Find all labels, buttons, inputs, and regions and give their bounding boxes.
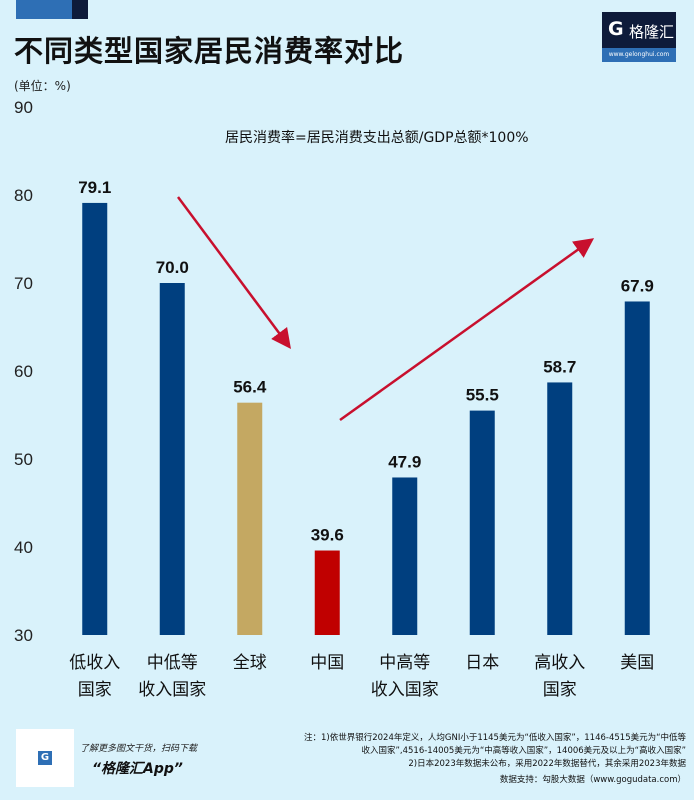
y-tick-label: 90	[14, 98, 33, 117]
y-tick-label: 80	[14, 186, 33, 205]
bar	[237, 402, 263, 635]
bar	[624, 301, 650, 635]
formula: 居民消费率=居民消费支出总额/GDP总额*100%	[225, 130, 529, 146]
promo-text: 了解更多图文干货，扫码下载	[80, 744, 198, 754]
data-label: 56.4	[233, 378, 267, 397]
y-tick-label: 50	[14, 450, 33, 469]
y-tick-label: 40	[14, 538, 33, 557]
x-tick-label: 美国	[620, 653, 654, 673]
bar	[547, 382, 573, 635]
logo-icon: G	[608, 18, 624, 40]
x-tick-label: 收入国家	[138, 680, 206, 700]
x-tick-label: 低收入	[69, 653, 120, 673]
y-tick-label: 30	[14, 626, 33, 645]
x-tick-label: 高收入	[534, 653, 585, 673]
note-line: 注：1)依世界银行2024年定义，人均GNI小于1145美元为“低收入国家”，1…	[304, 733, 686, 743]
qr-code[interactable]: G	[16, 729, 74, 787]
x-tick-label: 国家	[78, 680, 112, 700]
bar	[82, 202, 108, 636]
data-label: 58.7	[543, 357, 576, 376]
data-label: 47.9	[388, 452, 421, 471]
qr-logo-icon: G	[38, 751, 52, 765]
bar	[392, 477, 418, 635]
source-line: 数据支持：勾股大数据（www.gogudata.com）	[499, 775, 686, 785]
promo-app: “格隆汇App”	[92, 761, 183, 777]
footnotes: 注：1)依世界银行2024年定义，人均GNI小于1145美元为“低收入国家”，1…	[304, 732, 686, 787]
note-line: 2)日本2023年数据未公布，采用2022年数据替代，其余采用2023年数据	[408, 759, 686, 769]
x-tick-label: 全球	[233, 653, 267, 673]
note-line: 收入国家”,4516-14005美元为“中高等收入国家”，14006美元及以上为…	[361, 746, 686, 756]
data-label: 55.5	[466, 386, 499, 405]
logo-name: 格隆汇	[629, 23, 675, 41]
logo: G 格隆汇 www.gelonghui.com	[602, 12, 676, 62]
y-tick-label: 70	[14, 274, 33, 293]
trend-arrow-down	[176, 196, 291, 350]
header-decoration	[16, 0, 72, 19]
unit-label: (单位：%)	[14, 79, 71, 93]
x-tick-label: 收入国家	[371, 680, 439, 700]
data-label: 70.0	[156, 258, 189, 277]
data-label: 39.6	[311, 526, 344, 545]
data-label: 67.9	[621, 276, 654, 295]
logo-url: www.gelonghui.com	[602, 48, 676, 62]
x-tick-label: 中低等	[147, 653, 198, 673]
y-tick-label: 60	[14, 362, 33, 381]
bar	[469, 410, 495, 635]
page-title: 不同类型国家居民消费率对比	[14, 34, 405, 68]
x-tick-label: 国家	[543, 680, 577, 700]
header-decoration-dark	[72, 0, 88, 19]
x-tick-label: 日本	[465, 653, 499, 673]
x-tick-label: 中国	[310, 653, 344, 673]
bar	[314, 550, 340, 635]
data-label: 79.1	[78, 178, 111, 197]
trend-arrow-up	[339, 238, 595, 422]
bar	[159, 283, 185, 635]
x-tick-label: 中高等	[379, 653, 430, 673]
